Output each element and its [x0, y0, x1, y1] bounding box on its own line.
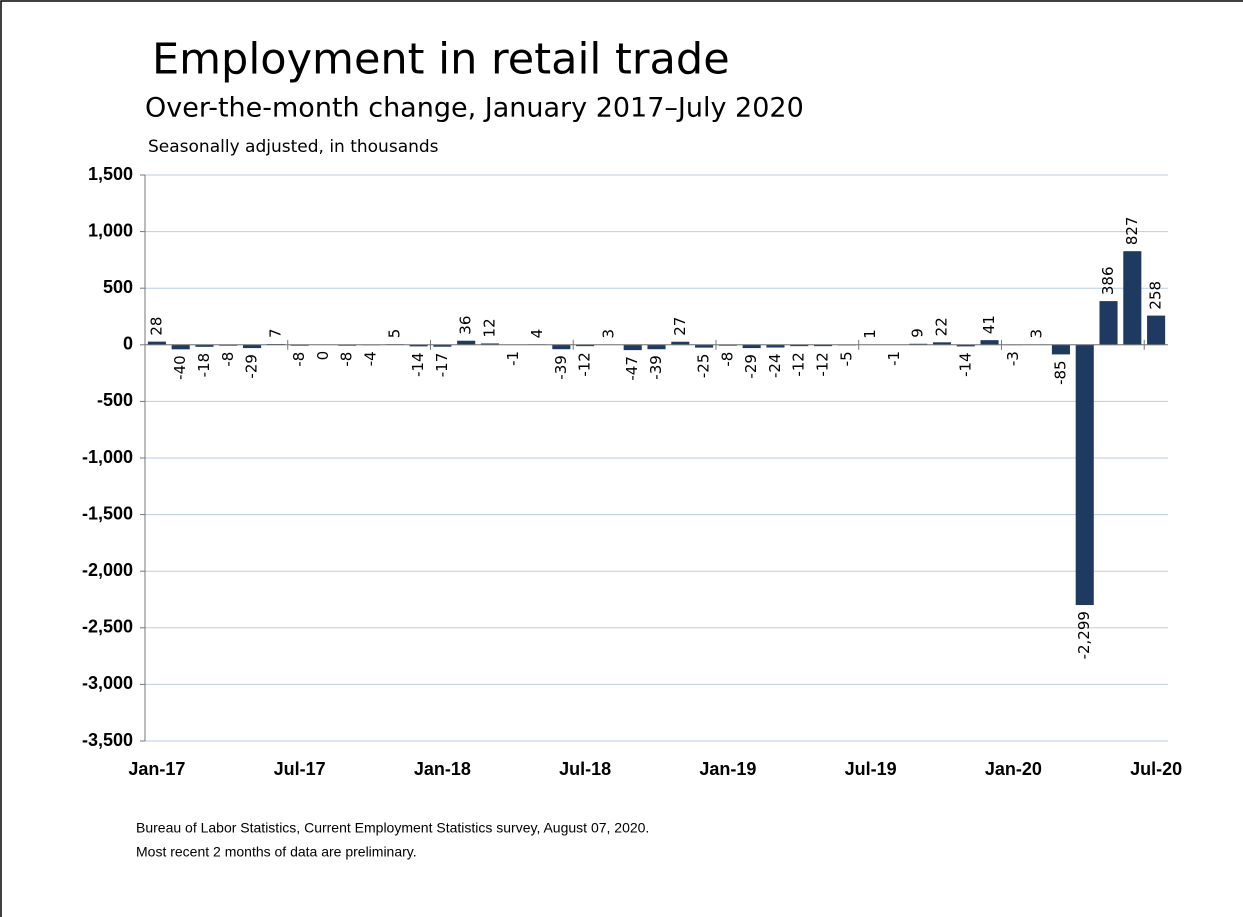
y-tick-label: 1,500 — [88, 164, 133, 184]
data-label: 7 — [266, 328, 284, 338]
bar — [909, 343, 928, 345]
data-label: 12 — [480, 318, 498, 337]
y-tick-label: -1,500 — [82, 503, 133, 523]
chart-title: Employment in retail trade — [152, 35, 730, 85]
data-label: -2,299 — [1075, 611, 1093, 659]
x-tick-label: Jul-19 — [845, 759, 897, 779]
data-label: -5 — [837, 351, 855, 366]
chart-subtitle: Over-the-month change, January 2017–July… — [145, 93, 804, 124]
data-label: -12 — [814, 352, 832, 377]
data-label: -29 — [742, 354, 760, 379]
data-label: 0 — [314, 351, 332, 361]
bar — [147, 341, 166, 345]
bar — [1051, 344, 1070, 355]
data-label: -40 — [171, 355, 189, 380]
source-note: Bureau of Labor Statistics, Current Empl… — [136, 820, 649, 836]
data-label: 41 — [980, 315, 998, 334]
bar — [480, 343, 500, 345]
bar — [647, 344, 666, 350]
data-label: -24 — [766, 354, 784, 379]
data-label: -3 — [1004, 351, 1022, 366]
data-label: -1 — [504, 351, 522, 366]
y-tick-label: -1,000 — [82, 447, 133, 467]
bar — [1147, 315, 1166, 345]
data-label: -18 — [195, 353, 213, 378]
units-note: Seasonally adjusted, in thousands — [148, 137, 439, 157]
bar — [1075, 344, 1094, 606]
bar — [766, 344, 785, 348]
data-label: -39 — [647, 355, 665, 380]
bar — [433, 344, 452, 347]
data-label: 9 — [909, 328, 927, 338]
data-label: -25 — [695, 354, 713, 379]
bar — [790, 344, 809, 347]
data-label: 28 — [147, 317, 165, 336]
data-label: -85 — [1051, 360, 1069, 385]
data-label: -8 — [219, 352, 237, 367]
data-label: 386 — [1099, 266, 1117, 295]
data-label: -29 — [243, 354, 261, 379]
data-label: 22 — [932, 317, 950, 336]
bar — [1099, 301, 1118, 345]
x-tick-label: Jan-19 — [699, 759, 756, 779]
y-tick-label: 500 — [103, 277, 133, 297]
bar — [171, 344, 190, 350]
y-tick-label: 0 — [123, 334, 133, 354]
data-label: 258 — [1147, 281, 1165, 310]
x-tick-label: Jul-17 — [274, 759, 326, 779]
y-tick-label: -2,500 — [82, 617, 133, 637]
data-label: 36 — [457, 316, 475, 335]
data-label: -1 — [885, 351, 903, 366]
data-label: 827 — [1123, 217, 1141, 246]
data-label: -8 — [290, 352, 308, 367]
data-label: -14 — [409, 352, 427, 377]
bar — [457, 340, 476, 345]
data-label: 3 — [1028, 329, 1046, 339]
bar — [243, 344, 262, 349]
bar — [932, 342, 952, 345]
x-tick-label: Jul-20 — [1130, 759, 1182, 779]
y-tick-label: -3,000 — [82, 673, 133, 693]
x-tick-label: Jan-17 — [128, 759, 185, 779]
bar — [623, 344, 642, 351]
preliminary-note: Most recent 2 months of data are prelimi… — [136, 844, 417, 860]
data-label: 1 — [861, 329, 879, 339]
bar — [980, 340, 999, 345]
data-label: 27 — [671, 317, 689, 336]
bar — [195, 344, 214, 347]
bar — [813, 344, 833, 347]
data-label: -47 — [623, 356, 641, 381]
bar — [576, 344, 595, 347]
data-label: -12 — [790, 352, 808, 377]
data-label: -4 — [362, 351, 380, 366]
data-label: 5 — [385, 329, 403, 339]
x-tick-label: Jan-20 — [985, 759, 1042, 779]
data-label: 3 — [599, 329, 617, 339]
bar — [671, 341, 690, 345]
bar — [1123, 251, 1142, 345]
bar — [695, 344, 714, 348]
data-label: -39 — [552, 355, 570, 380]
x-tick-label: Jan-18 — [414, 759, 471, 779]
y-tick-label: 1,000 — [88, 220, 133, 240]
data-label: -8 — [338, 352, 356, 367]
data-label: -8 — [718, 352, 736, 367]
y-tick-label: -2,000 — [82, 560, 133, 580]
y-tick-label: -3,500 — [82, 730, 133, 750]
bar — [742, 344, 761, 349]
data-label: -12 — [576, 352, 594, 377]
bar — [956, 344, 975, 347]
data-label: -17 — [433, 353, 451, 378]
y-tick-label: -500 — [97, 390, 133, 410]
data-label: -14 — [956, 352, 974, 377]
x-tick-label: Jul-18 — [559, 759, 611, 779]
data-label: 4 — [528, 329, 546, 339]
bar — [409, 344, 428, 347]
bar — [552, 344, 571, 350]
